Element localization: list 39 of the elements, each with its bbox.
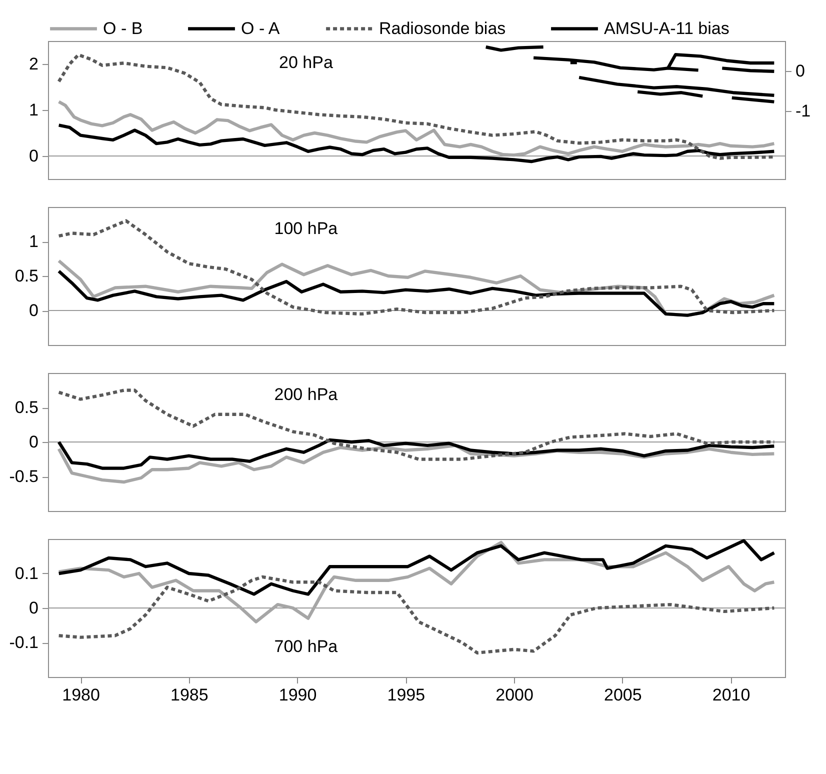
y2-tick-label: 0: [796, 62, 805, 80]
legend-label: O - B: [103, 18, 143, 38]
legend-label: Radiosonde bias: [379, 18, 506, 38]
line-series: [57, 388, 776, 461]
y-tick-label: 0.5: [14, 266, 38, 286]
y-tick-label: -0.1: [9, 633, 38, 652]
annotation: 700 hPa: [274, 637, 338, 656]
legend-label: O - A: [241, 18, 280, 38]
y-tick-label: 0: [29, 301, 38, 320]
line-series: [57, 124, 776, 164]
line-series: [57, 270, 776, 317]
x-tick-label: 1995: [387, 686, 426, 704]
y2-tick-label: -1: [796, 102, 811, 120]
x-tick-label: 2010: [712, 686, 750, 704]
x-tick-label: 1980: [62, 686, 100, 704]
x-tick-label: 1990: [278, 686, 317, 704]
x-tick-label: 1985: [170, 686, 208, 704]
y-tick-label: 0: [29, 598, 38, 618]
y-tick-label: 0: [29, 146, 38, 166]
annotation: 20 hPa: [279, 53, 334, 72]
line-series: [57, 540, 776, 624]
annotation: 200 hPa: [274, 385, 338, 404]
line-series: [57, 53, 776, 160]
y-tick-label: 0: [29, 432, 38, 452]
legend-label: AMSU-A-11 bias: [604, 18, 730, 38]
line-series: [57, 575, 776, 654]
y-tick-label: 0.5: [14, 398, 38, 417]
line-series: [57, 438, 776, 470]
y-tick-label: -0.5: [9, 467, 38, 486]
line-series: [57, 219, 776, 316]
y-tick-label: 1: [29, 232, 38, 251]
line-series: [57, 100, 776, 157]
y-tick-label: 2: [29, 54, 38, 74]
line-series: [57, 539, 776, 596]
y-tick-label: 0.1: [14, 564, 38, 583]
annotation: 100 hPa: [274, 219, 338, 238]
x-tick-label: 2005: [604, 686, 642, 704]
x-tick-label: 2000: [496, 686, 534, 704]
y-tick-label: 1: [29, 100, 38, 120]
